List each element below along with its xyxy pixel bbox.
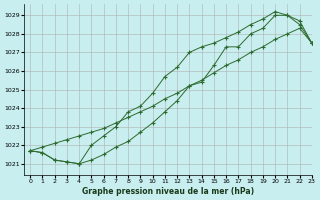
X-axis label: Graphe pression niveau de la mer (hPa): Graphe pression niveau de la mer (hPa) xyxy=(82,187,254,196)
